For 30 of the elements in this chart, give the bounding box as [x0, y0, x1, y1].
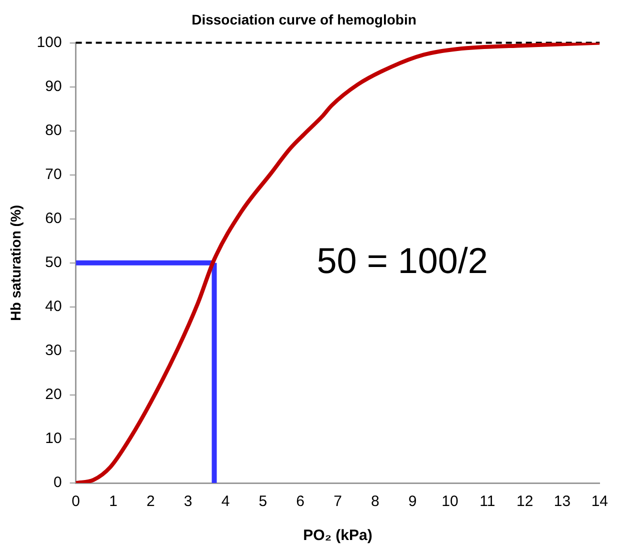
x-tick-label: 8: [370, 493, 380, 510]
x-tick-label: 1: [109, 493, 118, 510]
y-tick-label: 100: [36, 34, 62, 51]
chart-title: Dissociation curve of hemoglobin: [192, 11, 416, 28]
x-tick-label: 7: [334, 493, 342, 510]
x-tick-label: 0: [72, 493, 80, 510]
y-axis-title: Hb saturation (%): [7, 204, 24, 321]
y-tick-label: 0: [53, 474, 62, 492]
x-tick-label: 13: [554, 493, 571, 510]
x-tick-label: 4: [221, 493, 230, 510]
x-tick-label: 12: [516, 493, 534, 510]
x-tick-label: 2: [146, 493, 155, 510]
y-tick-label: 80: [45, 122, 62, 139]
annotation: 50 = 100/2: [316, 240, 488, 281]
x-tick-label: 10: [442, 493, 458, 510]
x-tick-label: 9: [408, 493, 417, 510]
y-tick-label: 40: [45, 298, 62, 316]
x-tick-label: 14: [591, 493, 608, 510]
x-tick-label: 6: [296, 493, 304, 510]
y-tick-label: 50: [45, 254, 62, 272]
y-tick-label: 60: [45, 210, 62, 228]
y-tick-label: 90: [45, 78, 62, 95]
x-tick-label: 11: [480, 493, 496, 510]
y-tick-label: 20: [45, 386, 62, 404]
y-tick-label: 70: [45, 166, 62, 183]
x-tick-label: 5: [258, 493, 268, 510]
x-axis-title: PO₂ (kPa): [303, 527, 372, 544]
y-tick-label: 10: [45, 430, 62, 448]
y-tick-label: 30: [45, 342, 62, 360]
x-tick-label: 3: [184, 493, 192, 510]
